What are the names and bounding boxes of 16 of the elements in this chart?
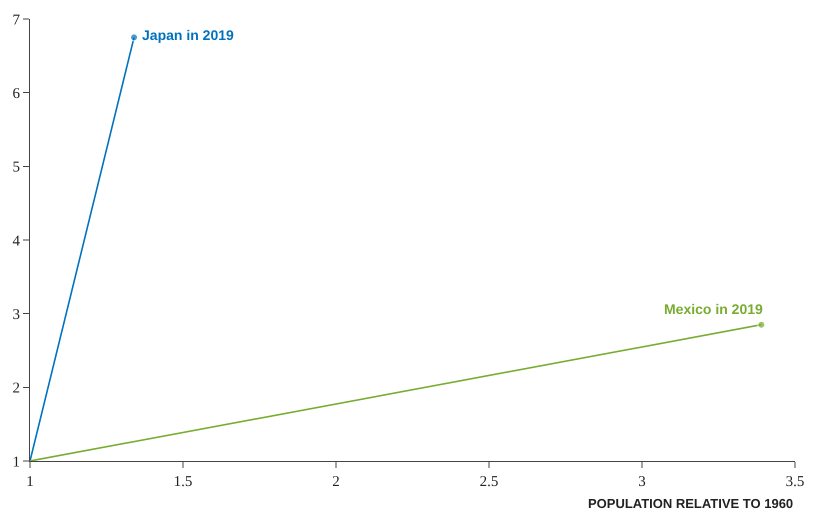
x-tick-label: 2 <box>332 474 340 490</box>
x-tick-label: 2.5 <box>480 474 498 490</box>
x-tick-label: 1.5 <box>174 474 192 490</box>
y-tick-label: 4 <box>12 233 20 250</box>
x-axis-title: POPULATION RELATIVE TO 1960 <box>588 496 794 511</box>
x-tick-label: 1 <box>26 474 34 490</box>
series-label: Mexico in 2019 <box>664 301 764 317</box>
series-label: Japan in 2019 <box>142 27 234 43</box>
y-tick-label: 3 <box>12 306 20 323</box>
x-tick-label: 3.5 <box>786 474 804 490</box>
y-tick-label: 2 <box>12 380 20 397</box>
y-tick-label: 7 <box>12 12 20 28</box>
y-tick-label: 6 <box>12 86 20 102</box>
y-tick-label: 1 <box>12 454 20 470</box>
x-tick-label: 3 <box>638 474 646 490</box>
y-tick-label: 5 <box>12 160 20 176</box>
